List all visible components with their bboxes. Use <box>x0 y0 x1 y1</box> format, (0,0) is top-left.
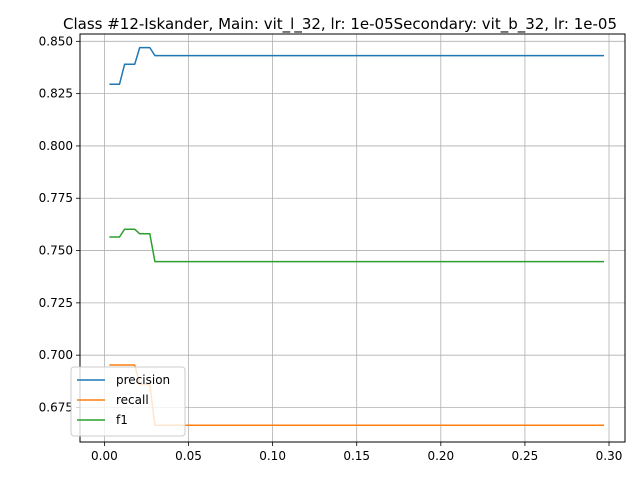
plot-frame <box>79 33 626 443</box>
chart-title: Class #12-Iskander, Main: vit_l_32, lr: … <box>63 15 617 34</box>
x-tick-label: 0.05 <box>175 449 202 463</box>
x-tick-label: 0.00 <box>91 449 118 463</box>
series-line-f1 <box>109 228 604 263</box>
x-tick-label: 0.30 <box>596 449 623 463</box>
y-tick-label: 0.700 <box>39 348 73 362</box>
x-axis: 0.00 0.05 0.10 0.15 0.20 0.25 0.30 <box>91 442 622 463</box>
grid <box>80 34 625 442</box>
y-tick-label: 0.750 <box>39 244 73 258</box>
series-line-precision <box>109 46 604 85</box>
x-tick-label: 0.10 <box>259 449 286 463</box>
y-tick-label: 0.825 <box>39 87 73 101</box>
legend-box <box>70 366 186 437</box>
x-tick-label: 0.20 <box>427 449 454 463</box>
x-tick-label: 0.25 <box>512 449 539 463</box>
y-tick-label: 0.775 <box>39 191 73 205</box>
legend-label-recall: recall <box>116 393 149 407</box>
x-tick-label: 0.15 <box>343 449 370 463</box>
y-tick-label: 0.850 <box>39 34 73 48</box>
y-tick-label: 0.800 <box>39 139 73 153</box>
legend-label-precision: precision <box>116 373 170 387</box>
legend-label-f1: f1 <box>116 413 128 427</box>
y-axis: 0.675 0.700 0.725 0.750 0.775 0.800 0.825 0.850 <box>39 34 80 414</box>
legend: precision recall f1 <box>70 366 186 437</box>
y-tick-label: 0.675 <box>39 400 73 414</box>
y-tick-label: 0.725 <box>39 296 73 310</box>
